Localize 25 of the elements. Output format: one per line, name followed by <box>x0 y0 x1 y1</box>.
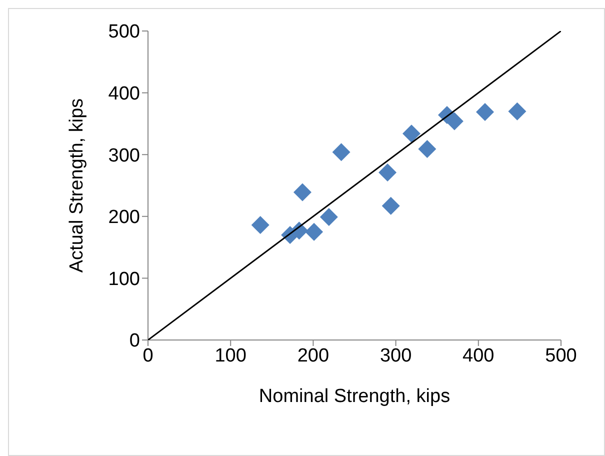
point <box>476 102 494 121</box>
y-tick-label: 400 <box>108 84 140 105</box>
point <box>508 102 526 120</box>
x-axis-title: Nominal Strength, kips <box>258 386 450 407</box>
point <box>402 124 420 143</box>
point <box>378 164 397 182</box>
y-tick-label: 100 <box>108 268 140 290</box>
y-tick-label: 200 <box>108 207 140 228</box>
y-axis-title: Actual Strength, kips <box>66 98 88 273</box>
x-tick-label: 100 <box>214 345 246 366</box>
point <box>293 183 312 202</box>
point <box>332 143 350 162</box>
y-tick-label: 0 <box>129 330 140 352</box>
x-tick-label: 400 <box>462 345 494 366</box>
point <box>382 196 400 215</box>
x-tick-label: 200 <box>297 345 330 366</box>
x-tick-label: 500 <box>545 345 577 366</box>
point <box>418 140 436 158</box>
x-tick-label: 300 <box>380 345 412 366</box>
y-tick-label: 500 <box>108 22 140 43</box>
point <box>305 222 324 241</box>
point <box>251 216 270 234</box>
x-tick-label: 0 <box>142 345 154 366</box>
point <box>320 208 338 226</box>
y-tick-label: 300 <box>108 145 140 166</box>
